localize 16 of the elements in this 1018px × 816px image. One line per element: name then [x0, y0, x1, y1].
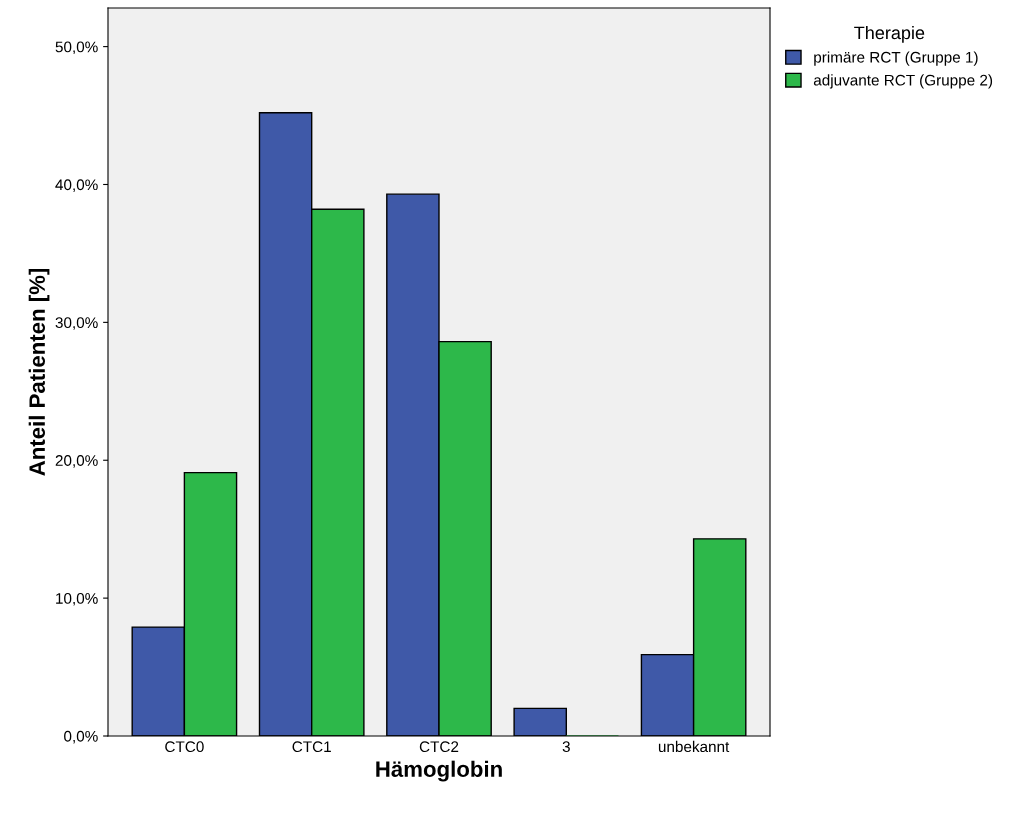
y-tick-label: 20,0%	[55, 455, 98, 468]
y-tick-label: 40,0%	[55, 179, 98, 192]
y-tick-label: 50,0%	[55, 41, 98, 55]
y-tick-label: 10,0%	[56, 592, 98, 606]
y-axis-title: Anteil Patienten [%]	[28, 268, 50, 476]
x-axis-title: Hämoglobin	[376, 760, 502, 782]
x-tick-label: unbekannt	[658, 740, 730, 753]
y-tick-label: 30,0%	[55, 317, 98, 330]
y-tick-label: 0,0%	[64, 730, 98, 744]
legend-label: adjuvante RCT (Gruppe 2)	[813, 74, 993, 89]
x-tick-label: CTC2	[419, 741, 459, 753]
x-tick-label: CTC1	[292, 741, 331, 753]
legend-label: primäre RCT (Gruppe 1)	[814, 51, 978, 66]
x-tick-label: 3	[562, 741, 570, 753]
x-tick-label: CTC0	[165, 741, 204, 753]
legend-title: Therapie	[854, 25, 925, 43]
